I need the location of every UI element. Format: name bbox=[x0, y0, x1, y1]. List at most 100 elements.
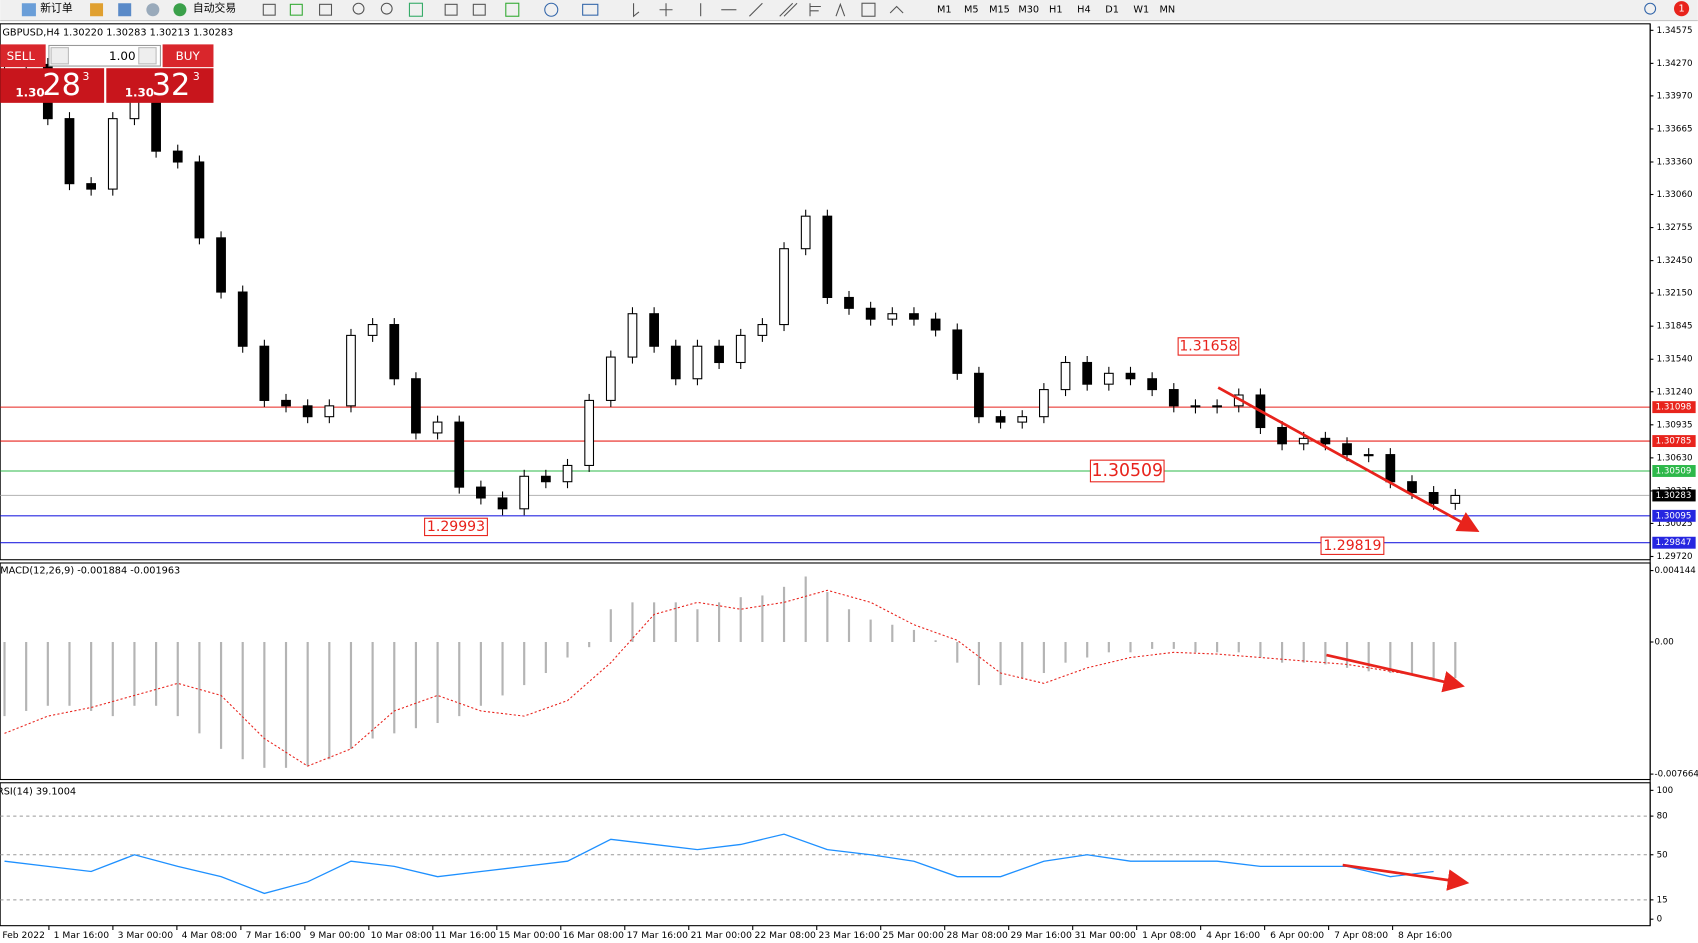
tool-icon[interactable] bbox=[319, 3, 333, 16]
sell-button[interactable] bbox=[0, 44, 46, 68]
bid-box[interactable] bbox=[0, 68, 105, 103]
ask-fraction[interactable]: 3 bbox=[193, 70, 200, 83]
candle bbox=[389, 324, 400, 380]
ask-pips[interactable]: 32 bbox=[152, 68, 191, 103]
x-tick-label: 7 Apr 08:00 bbox=[1334, 930, 1388, 941]
cursor-tool[interactable] bbox=[633, 3, 640, 18]
macd-bar bbox=[349, 641, 353, 749]
macd-bar bbox=[1302, 641, 1305, 663]
candle bbox=[1168, 389, 1179, 407]
y-tick-label: -0.007664 bbox=[1655, 770, 1698, 780]
timeframe-button[interactable]: H4 bbox=[1077, 5, 1091, 16]
tool-icon[interactable] bbox=[582, 3, 599, 16]
x-tick-label: 3 Mar 00:00 bbox=[118, 930, 174, 941]
macd-bar bbox=[1454, 641, 1457, 679]
auto-trading-icon[interactable] bbox=[173, 3, 187, 17]
buy-label[interactable]: BUY bbox=[176, 49, 201, 63]
toolbar-icon[interactable] bbox=[90, 3, 104, 17]
timeframe-button[interactable]: M1 bbox=[937, 5, 952, 16]
x-tick-label: 4 Apr 16:00 bbox=[1206, 930, 1260, 941]
macd-bar bbox=[653, 602, 656, 642]
notification-badge[interactable] bbox=[1673, 1, 1690, 17]
macd-bar bbox=[90, 641, 93, 711]
trade-panel: SELL 1.00 BUY 1.30 28 3 1.30 32 3 bbox=[0, 44, 214, 103]
x-tick-label: 1 Apr 08:00 bbox=[1142, 930, 1196, 941]
timeframe-button[interactable]: MN bbox=[1159, 5, 1175, 16]
candle bbox=[562, 464, 573, 483]
y-tick-label: 1.32150 bbox=[1657, 289, 1693, 299]
macd-signal-line bbox=[4, 589, 1434, 767]
toolbar-icon[interactable] bbox=[146, 3, 160, 17]
zoom-out[interactable] bbox=[380, 2, 393, 15]
bid-pips[interactable]: 28 bbox=[42, 68, 81, 103]
timeframe-button[interactable]: D1 bbox=[1105, 5, 1119, 16]
lot-increase[interactable] bbox=[138, 47, 157, 65]
new-order-icon[interactable] bbox=[21, 3, 36, 17]
macd-bar bbox=[306, 641, 309, 767]
fibo-tool[interactable] bbox=[809, 3, 821, 17]
rsi-line bbox=[4, 833, 1434, 895]
toolbar-icon[interactable] bbox=[118, 3, 132, 17]
y-tick-label: 1.32755 bbox=[1657, 223, 1693, 233]
price-level-tag bbox=[1652, 401, 1696, 414]
candle bbox=[346, 334, 356, 407]
price-annotation: 1.29993 bbox=[427, 519, 485, 535]
macd-bar bbox=[717, 602, 721, 642]
auto-trading-button[interactable]: 自动交易 bbox=[193, 1, 236, 15]
bid-fraction[interactable]: 3 bbox=[82, 70, 89, 83]
shapes-tool[interactable] bbox=[889, 5, 904, 14]
channel-tool[interactable] bbox=[779, 2, 798, 17]
lot-decrease[interactable] bbox=[50, 47, 69, 65]
macd-bar bbox=[1064, 641, 1067, 663]
timeframe-button[interactable]: M30 bbox=[1018, 5, 1039, 16]
current-price-label: 1.30283 bbox=[1656, 491, 1692, 501]
lot-value[interactable]: 1.00 bbox=[109, 49, 135, 63]
macd-bar bbox=[869, 619, 872, 642]
label-tool[interactable] bbox=[861, 2, 876, 17]
tool-icon[interactable] bbox=[444, 3, 458, 16]
timeframe-button[interactable]: M15 bbox=[989, 5, 1010, 16]
candle bbox=[692, 345, 703, 380]
candle bbox=[540, 475, 551, 483]
crosshair-tool[interactable] bbox=[659, 3, 673, 17]
sell-label[interactable]: SELL bbox=[7, 49, 36, 63]
ask-box[interactable] bbox=[106, 68, 214, 103]
timeframe-button[interactable]: H1 bbox=[1049, 5, 1063, 16]
tool-icon[interactable] bbox=[472, 3, 486, 16]
y-tick-label: 1.30025 bbox=[1657, 519, 1693, 529]
tool-icon[interactable] bbox=[505, 2, 520, 17]
buy-button[interactable] bbox=[162, 44, 214, 68]
candle bbox=[1385, 454, 1396, 483]
candle bbox=[887, 313, 898, 320]
candle bbox=[497, 497, 508, 510]
macd-bar bbox=[739, 597, 742, 642]
search-icon[interactable] bbox=[1644, 2, 1657, 15]
trendline-tool[interactable] bbox=[749, 2, 763, 17]
text-tool[interactable] bbox=[835, 2, 846, 17]
lot-input[interactable] bbox=[48, 44, 161, 67]
price-annotation-box bbox=[1089, 459, 1165, 483]
candle bbox=[995, 416, 1006, 423]
tool-icon[interactable] bbox=[544, 2, 559, 17]
macd-bar bbox=[674, 602, 677, 642]
tool-icon[interactable] bbox=[408, 2, 423, 17]
new-order-button[interactable]: 新订单 bbox=[40, 1, 73, 15]
y-tick-label: 1.31540 bbox=[1657, 355, 1693, 365]
tool-icon[interactable] bbox=[262, 3, 276, 16]
macd-bar bbox=[826, 592, 829, 642]
timeframe-button[interactable]: W1 bbox=[1133, 5, 1149, 16]
candle bbox=[605, 356, 616, 401]
zoom-in[interactable] bbox=[352, 2, 365, 15]
macd-bar bbox=[761, 595, 764, 642]
macd-bar bbox=[977, 641, 981, 686]
macd-bar bbox=[479, 641, 482, 706]
candle bbox=[1298, 437, 1309, 445]
candle bbox=[476, 486, 486, 499]
ask-big[interactable]: 1.30 bbox=[125, 86, 154, 100]
bid-big[interactable]: 1.30 bbox=[15, 86, 44, 100]
x-tick-label: 29 Mar 16:00 bbox=[1011, 930, 1072, 941]
x-tick-label: 11 Mar 16:00 bbox=[435, 930, 496, 941]
x-tick-label: 6 Apr 00:00 bbox=[1270, 930, 1324, 941]
tool-icon[interactable] bbox=[289, 3, 303, 16]
timeframe-button[interactable]: M5 bbox=[964, 5, 979, 16]
